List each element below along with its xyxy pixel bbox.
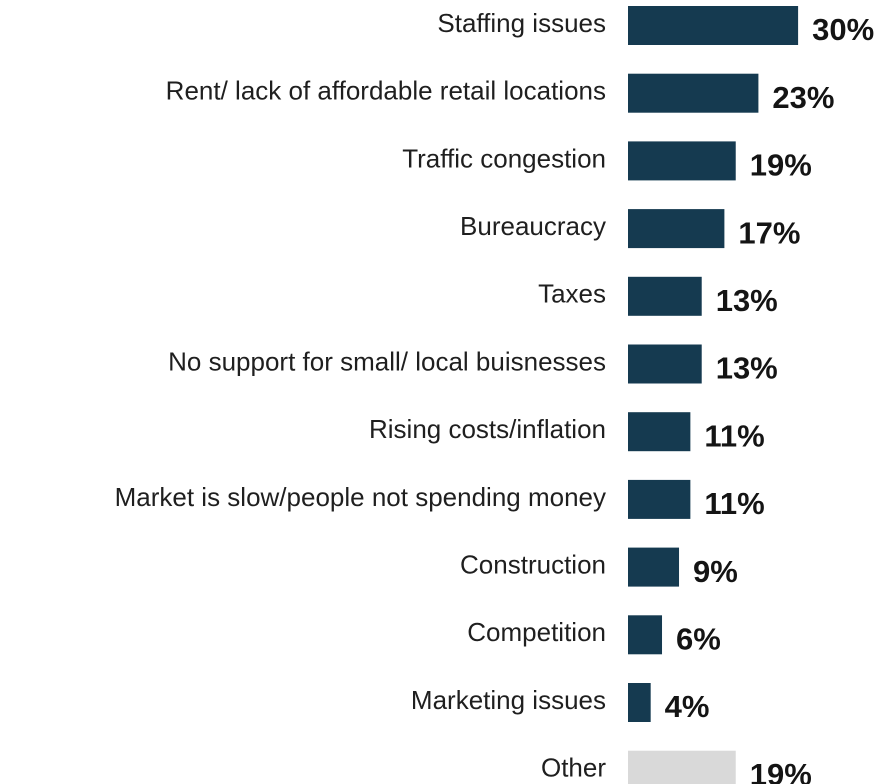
bar-6	[628, 412, 691, 452]
value-label-9: 6%	[676, 621, 721, 656]
value-label-3: 17%	[738, 215, 800, 250]
value-label-5: 13%	[716, 351, 778, 386]
bar-10	[628, 683, 651, 722]
bar-7	[628, 479, 691, 519]
bar-1	[628, 73, 759, 113]
category-label-0: Staffing issues	[437, 8, 606, 38]
bar-2	[628, 141, 736, 181]
value-label-6: 11%	[704, 418, 764, 453]
category-label-4: Taxes	[538, 279, 606, 309]
value-label-1: 23%	[772, 80, 834, 115]
value-label-0: 30%	[812, 12, 874, 47]
category-label-2: Traffic congestion	[402, 143, 606, 173]
category-label-9: Competition	[467, 617, 606, 647]
bar-3	[628, 209, 725, 249]
category-label-8: Construction	[460, 549, 606, 579]
bar-11	[628, 750, 736, 784]
value-label-11: 19%	[750, 757, 812, 784]
category-label-7: Market is slow/people not spending money	[115, 482, 606, 512]
bar-9	[628, 615, 663, 655]
value-label-10: 4%	[665, 689, 710, 724]
category-label-3: Bureaucracy	[460, 211, 606, 241]
category-label-6: Rising costs/inflation	[369, 414, 606, 444]
value-label-4: 13%	[716, 283, 778, 318]
value-label-8: 9%	[693, 554, 738, 589]
value-label-2: 19%	[750, 148, 812, 183]
category-label-11: Other	[541, 753, 606, 783]
bar-8	[628, 547, 680, 587]
bar-5	[628, 344, 702, 384]
category-label-5: No support for small/ local buisnesses	[168, 346, 606, 376]
category-label-10: Marketing issues	[411, 685, 606, 715]
value-label-7: 11%	[704, 486, 764, 521]
bar-0	[628, 6, 799, 45]
bar-4	[628, 276, 702, 316]
category-label-1: Rent/ lack of affordable retail location…	[166, 76, 606, 106]
